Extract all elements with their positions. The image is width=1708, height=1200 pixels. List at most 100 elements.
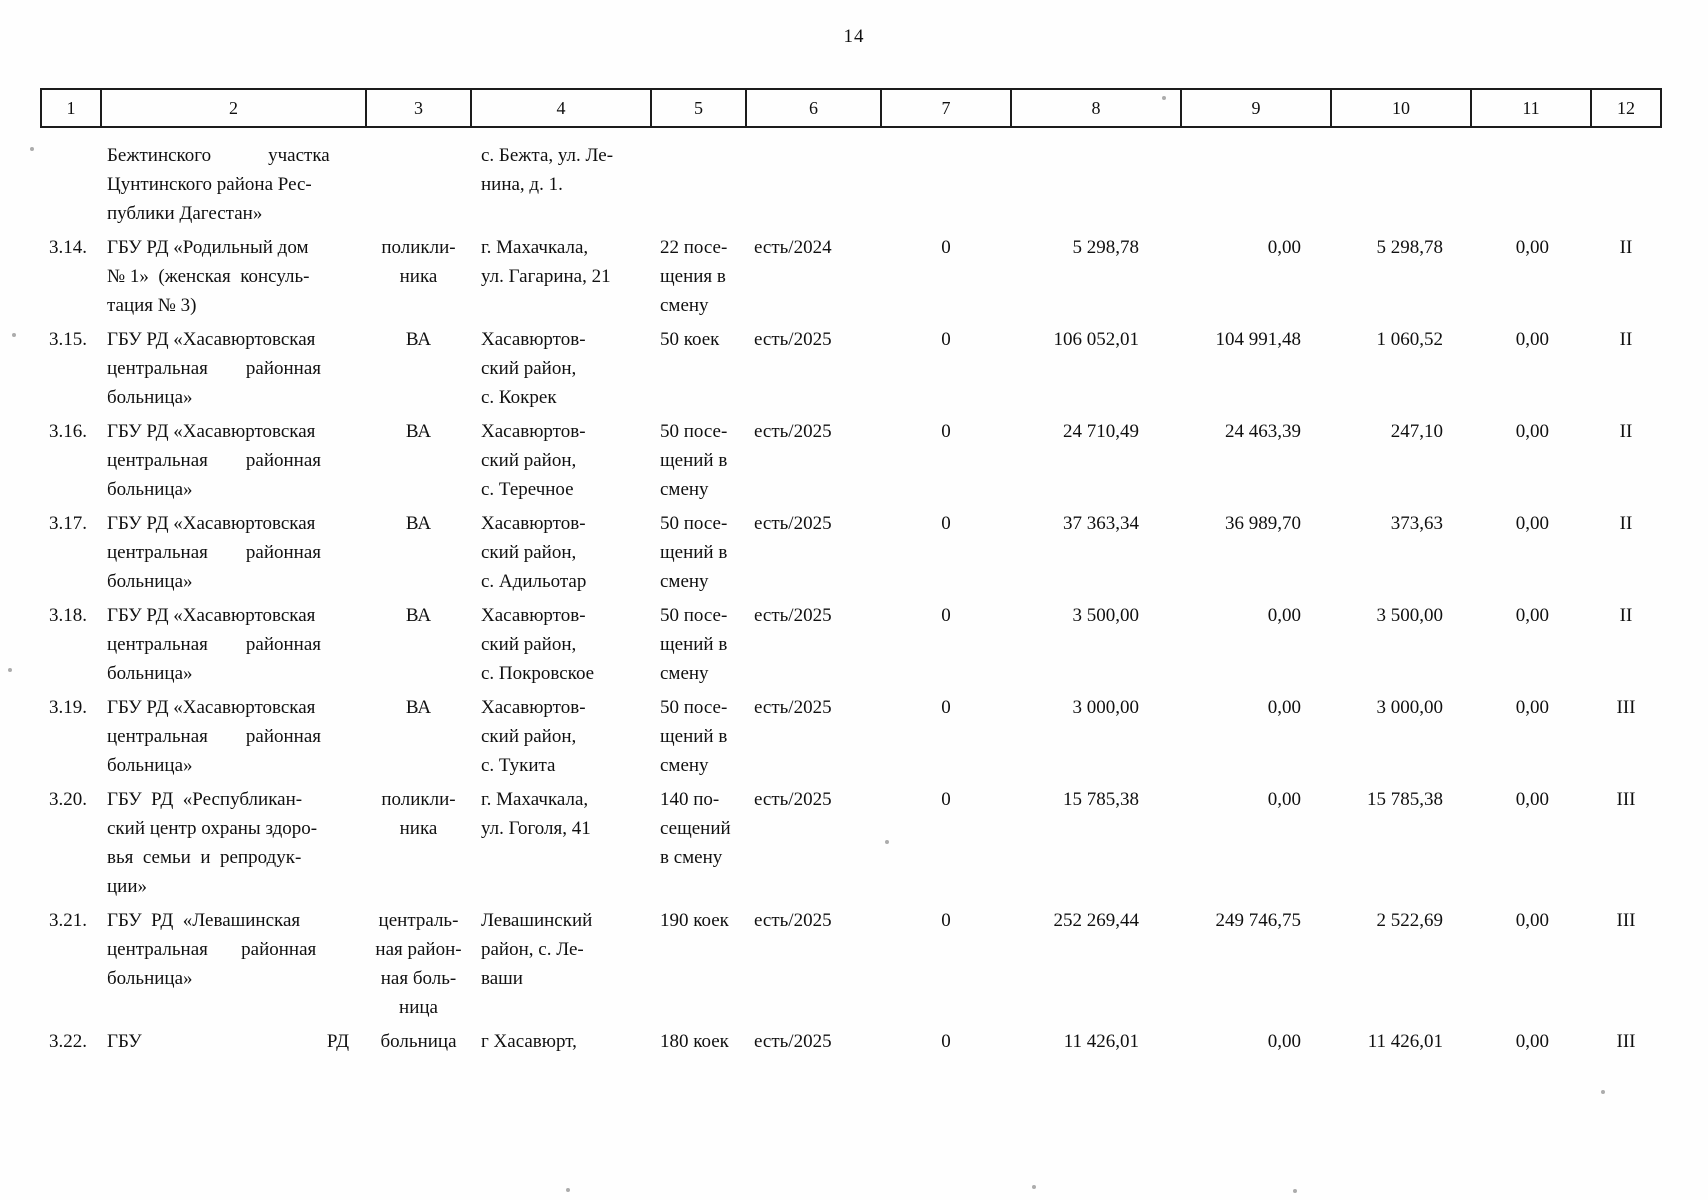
cell-category: III (1616, 910, 1636, 931)
cell-index (41, 127, 101, 233)
cell-col7: 0 (941, 329, 951, 350)
cell-category: II (1619, 421, 1633, 442)
cell-col11: 0,00 (1515, 237, 1549, 258)
column-header-9: 9 (1180, 88, 1332, 128)
cell-facility-type: централь- ная район- ная боль- ница (375, 910, 462, 1018)
cell-col11: 0,00 (1515, 1031, 1549, 1052)
cell-col11: 0,00 (1515, 421, 1549, 442)
cell-col9: 36 989,70 (1225, 513, 1301, 534)
cell-col9: 0,00 (1267, 237, 1301, 258)
cell-capacity (651, 127, 746, 233)
cell-col11: 0,00 (1515, 513, 1549, 534)
cell-capacity: 50 посе- щений в смену (660, 605, 728, 684)
cell-availability: есть/2025 (754, 329, 832, 350)
cell-address: Хасавюртов- ский район, с. Адильотар (481, 513, 587, 592)
cell-availability (746, 127, 881, 233)
scan-speck (30, 147, 34, 151)
table-row: 3.20. ГБУ РД «Республикан- ский центр ох… (41, 785, 1661, 906)
column-header-6: 6 (745, 88, 882, 128)
scan-speck (885, 840, 889, 844)
cell-col10: 373,63 (1390, 513, 1443, 534)
cell-col10: 247,10 (1390, 421, 1443, 442)
cell-org-name: ГБУ РД «Хасавюртовская центральная район… (107, 329, 322, 408)
cell-index: 3.19. (49, 697, 87, 718)
cell-col11 (1471, 127, 1591, 233)
cell-col8: 3 500,00 (1072, 605, 1140, 626)
cell-col8: 252 269,44 (1053, 910, 1140, 931)
cell-org-name: ГБУ РД (107, 1031, 350, 1052)
cell-org-name: ГБУ РД «Республикан- ский центр охраны з… (107, 789, 318, 897)
column-header-2: 2 (100, 88, 367, 128)
cell-col7: 0 (941, 237, 951, 258)
column-header-5: 5 (650, 88, 747, 128)
cell-facility-type (366, 127, 471, 233)
cell-col7 (881, 127, 1011, 233)
cell-col10: 3 000,00 (1376, 697, 1444, 718)
cell-col8: 11 426,01 (1063, 1031, 1139, 1052)
cell-col11: 0,00 (1515, 329, 1549, 350)
cell-availability: есть/2025 (754, 605, 832, 626)
cell-category: III (1616, 697, 1636, 718)
cell-capacity: 190 коек (660, 910, 729, 931)
cell-index: 3.21. (49, 910, 87, 931)
cell-availability: есть/2024 (754, 237, 832, 258)
cell-availability: есть/2025 (754, 789, 832, 810)
cell-facility-type: ВА (405, 421, 432, 442)
cell-category: III (1616, 1031, 1636, 1052)
cell-col9: 249 746,75 (1215, 910, 1302, 931)
column-header-3: 3 (365, 88, 472, 128)
cell-col7: 0 (941, 1031, 951, 1052)
table-row: 3.14. ГБУ РД «Родильный дом № 1» (женска… (41, 233, 1661, 325)
cell-address: Хасавюртов- ский район, с. Кокрек (481, 329, 586, 408)
cell-category: II (1619, 329, 1633, 350)
table-row: 3.18. ГБУ РД «Хасавюртовская центральная… (41, 601, 1661, 693)
cell-org-name: ГБУ РД «Хасавюртовская центральная район… (107, 421, 322, 500)
cell-col10: 15 785,38 (1367, 789, 1443, 810)
table-row: 3.21. ГБУ РД «Левашинская центральная ра… (41, 906, 1661, 1027)
cell-col8: 3 000,00 (1072, 697, 1140, 718)
cell-col9: 0,00 (1267, 697, 1301, 718)
cell-org-name: Бежтинского участка Цунтинского района Р… (107, 145, 330, 224)
cell-capacity: 50 коек (660, 329, 720, 350)
table-row: 3.19. ГБУ РД «Хасавюртовская центральная… (41, 693, 1661, 785)
cell-col8: 106 052,01 (1053, 329, 1140, 350)
cell-capacity: 180 коек (660, 1031, 729, 1052)
table-header-row: 1 2 3 4 5 6 7 8 9 10 11 12 (40, 88, 1662, 128)
cell-col9: 104 991,48 (1215, 329, 1302, 350)
scan-speck (1032, 1185, 1036, 1189)
cell-category (1591, 127, 1661, 233)
cell-index: 3.15. (49, 329, 87, 350)
cell-facility-type: ВА (405, 329, 432, 350)
cell-index: 3.17. (49, 513, 87, 534)
column-header-4: 4 (470, 88, 652, 128)
cell-col10: 11 426,01 (1367, 1031, 1443, 1052)
cell-availability: есть/2025 (754, 910, 832, 931)
scan-speck (1162, 96, 1166, 100)
cell-col7: 0 (941, 789, 951, 810)
cell-facility-type: ВА (405, 605, 432, 626)
cell-col10: 3 500,00 (1376, 605, 1444, 626)
page-number: 14 (843, 26, 865, 47)
cell-col11: 0,00 (1515, 910, 1549, 931)
cell-address: Хасавюртов- ский район, с. Теречное (481, 421, 586, 500)
cell-facility-type: поликли- ника (381, 789, 456, 839)
cell-capacity: 50 посе- щений в смену (660, 421, 728, 500)
cell-col10: 2 522,69 (1376, 910, 1444, 931)
cell-col8 (1011, 127, 1181, 233)
cell-index: 3.22. (49, 1031, 87, 1052)
cell-index: 3.16. (49, 421, 87, 442)
cell-col9: 0,00 (1267, 605, 1301, 626)
cell-org-name: ГБУ РД «Левашинская центральная районная… (107, 910, 317, 989)
cell-col8: 24 710,49 (1063, 421, 1139, 442)
cell-capacity: 140 по- сещений в смену (660, 789, 731, 868)
cell-col9: 0,00 (1267, 1031, 1301, 1052)
cell-availability: есть/2025 (754, 1031, 832, 1052)
cell-facility-type: ВА (405, 697, 432, 718)
cell-col9: 0,00 (1267, 789, 1301, 810)
cell-col8: 37 363,34 (1063, 513, 1139, 534)
facilities-table: 1 2 3 4 5 6 7 8 9 10 11 12 Бежтинского у… (40, 88, 1662, 1061)
cell-address: г. Махачкала, ул. Гагарина, 21 (481, 237, 611, 287)
cell-address: Левашинский район, с. Ле- ваши (481, 910, 593, 989)
column-header-7: 7 (880, 88, 1012, 128)
scan-speck (12, 333, 16, 337)
